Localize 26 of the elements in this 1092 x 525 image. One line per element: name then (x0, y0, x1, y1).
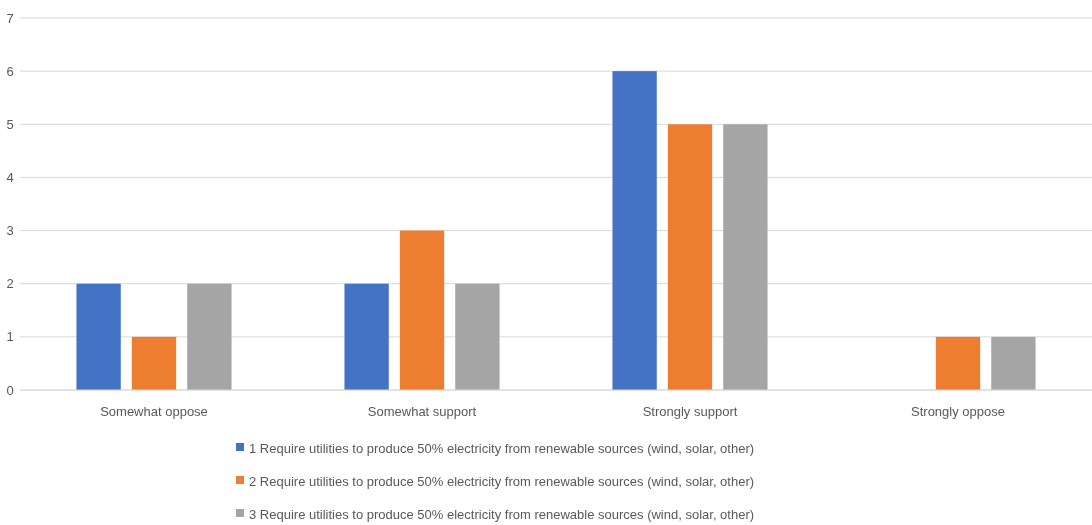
y-tick-label: 3 (6, 223, 14, 239)
bar (935, 336, 981, 390)
y-tick-label: 6 (6, 63, 14, 79)
y-tick-label: 1 (6, 329, 14, 345)
bar (991, 336, 1036, 390)
bar (667, 124, 713, 390)
y-tick-label: 7 (6, 10, 14, 26)
x-tick-label: Strongly oppose (911, 403, 1005, 419)
y-tick-label: 0 (6, 382, 14, 398)
legend-label: 3 Require utilities to produce 50% electricity from renewable sources (wind, solar, other) (249, 506, 755, 522)
legend-label: 1 Require utilities to produce 50% electricity from renewable sources (wind, solar, other) (249, 440, 755, 456)
legend-label: 2 Require utilities to produce 50% electricity from renewable sources (wind, solar, other) (249, 473, 755, 489)
x-tick-label: Somewhat oppose (100, 403, 208, 419)
bar (131, 336, 177, 390)
bar (723, 124, 768, 390)
y-tick-label: 5 (6, 116, 14, 132)
x-tick-label: Somewhat support (367, 403, 477, 419)
x-tick-label: Strongly support (642, 403, 738, 419)
bar (76, 283, 121, 390)
bar (612, 71, 657, 390)
y-tick-label: 2 (6, 276, 14, 292)
y-tick-label: 4 (6, 169, 14, 185)
bar (399, 230, 445, 390)
bar (455, 283, 500, 390)
bar (187, 283, 232, 390)
bar (344, 283, 389, 390)
